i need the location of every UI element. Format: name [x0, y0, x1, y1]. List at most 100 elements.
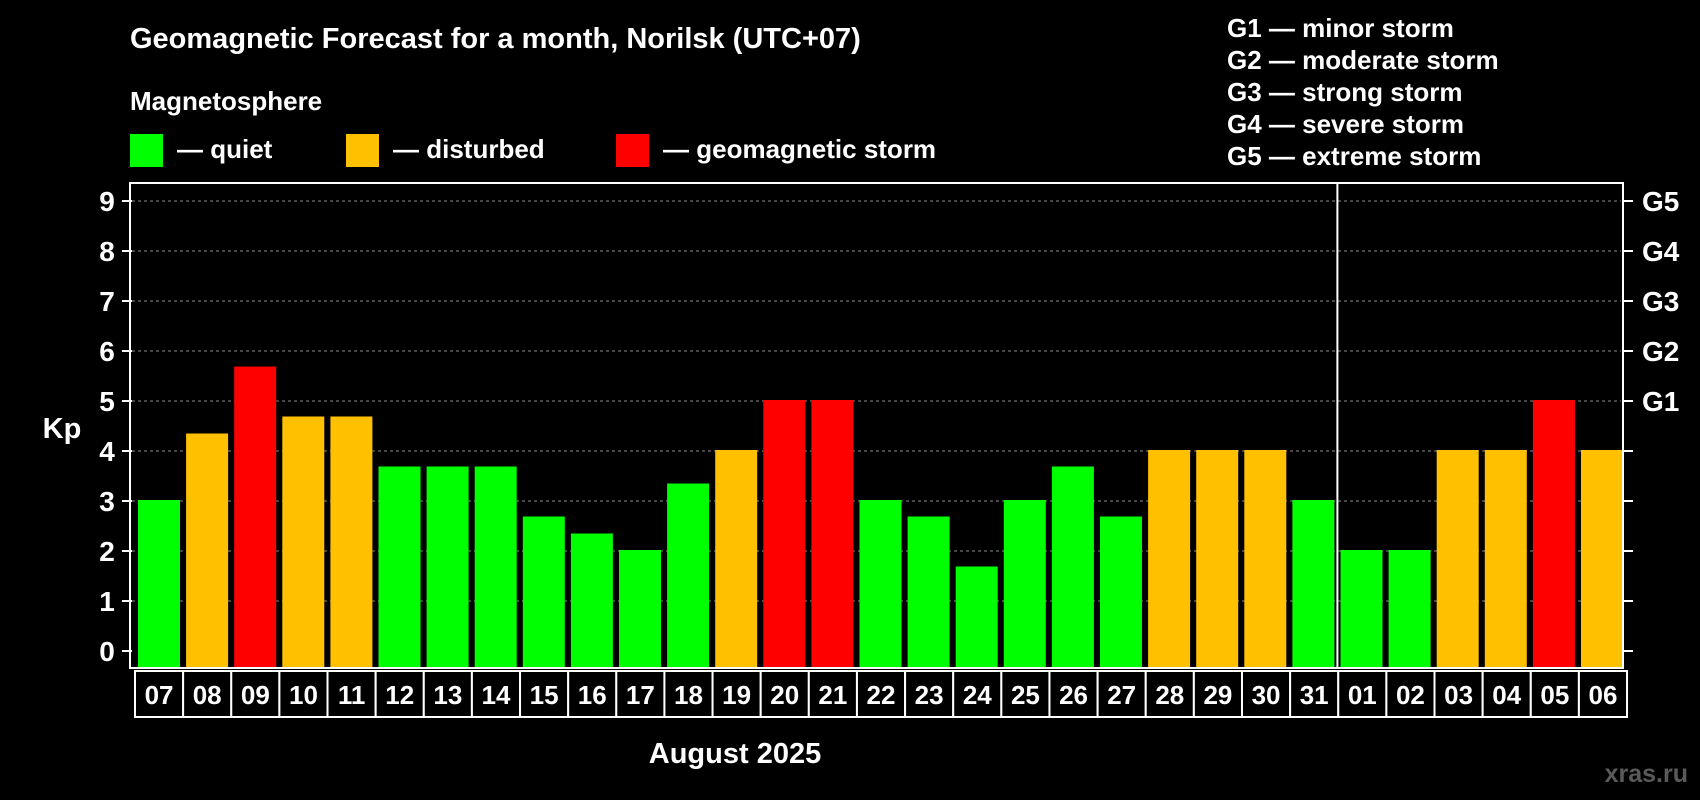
y-axis: 0 1 2 3 4 5 6 7 8 9: [99, 186, 132, 667]
y-tick-label: 1: [99, 586, 115, 617]
x-category-cell: [711, 670, 762, 718]
x-category-cell: [134, 670, 185, 718]
storm-level-label: G4: [1642, 236, 1680, 267]
y-tick-label: 3: [99, 486, 115, 517]
bar-19: [715, 450, 758, 668]
x-category-cell: [374, 670, 425, 718]
x-category-cell: [855, 670, 907, 718]
x-tick-label: 22: [867, 680, 896, 710]
x-category-cell: [807, 670, 858, 718]
bar-05: [1532, 400, 1575, 668]
watermark: xras.ru: [1605, 760, 1688, 788]
storm-level-label: G5: [1642, 186, 1679, 217]
y-tick-label: 6: [99, 336, 115, 367]
bar-15: [522, 516, 565, 668]
bar-09: [234, 366, 277, 668]
bar-18: [667, 483, 710, 668]
bar-22: [859, 500, 902, 668]
x-category-cell: [1240, 670, 1292, 718]
x-tick-label: 25: [1011, 680, 1040, 710]
x-tick-label: 30: [1252, 680, 1281, 710]
y-tick-label: 2: [99, 536, 115, 567]
storm-scale-item: G4 — severe storm: [1227, 109, 1464, 139]
x-tick-label: 01: [1348, 680, 1377, 710]
x-axis-label: August 2025: [649, 738, 821, 770]
x-tick-label: 06: [1589, 680, 1618, 710]
x-tick-label: 26: [1059, 680, 1088, 710]
y-tick-label: 9: [99, 186, 115, 217]
bar-27: [1100, 516, 1142, 668]
x-tick-label: 23: [915, 680, 944, 710]
x-tick-label: 14: [482, 680, 511, 710]
y-tick-label: 4: [99, 436, 115, 467]
bar-21: [811, 400, 854, 668]
x-category-cell: [904, 670, 955, 718]
x-tick-label: 29: [1203, 680, 1232, 710]
x-category-cell: [1048, 670, 1099, 718]
bar-02: [1388, 550, 1431, 668]
bar-17: [619, 550, 661, 668]
bar-07: [138, 500, 180, 668]
legend-label-storm: — geomagnetic storm: [663, 134, 936, 164]
x-tick-label: 04: [1492, 680, 1521, 710]
x-tick-label: 16: [578, 680, 607, 710]
x-category-cell: [1144, 670, 1195, 718]
x-tick-label: 07: [145, 680, 174, 710]
storm-scale-item: G5 — extreme storm: [1227, 141, 1481, 171]
bar-23: [907, 516, 950, 668]
y-tick-label: 7: [99, 286, 115, 317]
bar-13: [426, 466, 469, 668]
x-tick-label: 11: [338, 680, 366, 710]
x-tick-label: 28: [1155, 680, 1184, 710]
x-tick-label: 09: [241, 680, 270, 710]
y-tick-label: 8: [99, 236, 115, 267]
y-tick-label: 5: [99, 386, 115, 417]
x-tick-label: 17: [626, 680, 655, 710]
bar-24: [955, 566, 998, 668]
x-category-cell: [1433, 670, 1484, 718]
storm-scale-item: G1 — minor storm: [1227, 13, 1454, 43]
x-tick-label: 10: [289, 680, 318, 710]
bar-06: [1581, 450, 1623, 668]
x-tick-label: 13: [433, 680, 462, 710]
x-tick-label: 24: [963, 680, 992, 710]
x-tick-label: 27: [1107, 680, 1136, 710]
x-category-cell: [1529, 670, 1580, 718]
x-tick-label: 02: [1396, 680, 1425, 710]
x-category-cell: [1337, 670, 1388, 718]
bar-03: [1436, 450, 1479, 668]
bar-26: [1051, 466, 1094, 668]
bar-12: [378, 466, 421, 668]
y-tick-label: 0: [99, 636, 115, 667]
x-category-cell: [1289, 670, 1340, 718]
bar-04: [1484, 450, 1527, 668]
bars: [138, 366, 1623, 668]
legend-swatch-quiet: [130, 134, 163, 167]
storm-scale-item: G3 — strong storm: [1227, 77, 1462, 107]
storm-scale-item: G2 — moderate storm: [1227, 45, 1499, 75]
x-tick-label: 03: [1444, 680, 1473, 710]
bar-20: [763, 400, 806, 668]
x-tick-label: 12: [385, 680, 414, 710]
legend-label-disturbed: — disturbed: [393, 134, 545, 164]
legend-swatch-storm: [616, 134, 649, 167]
storm-level-label: G3: [1642, 286, 1679, 317]
legend-swatch-disturbed: [346, 134, 379, 167]
storm-level-label: G2: [1642, 336, 1679, 367]
x-category-cell: [519, 670, 570, 718]
plot-frame: [129, 182, 1624, 669]
bar-10: [282, 416, 325, 668]
bar-29: [1196, 450, 1239, 668]
x-tick-label: 18: [674, 680, 703, 710]
x-category-cell: [1096, 670, 1147, 718]
chart-title: Geomagnetic Forecast for a month, Norils…: [130, 23, 861, 55]
x-category-cell: [182, 670, 233, 718]
bar-08: [186, 433, 229, 668]
x-tick-label: 08: [193, 680, 222, 710]
bar-30: [1244, 450, 1287, 668]
y-axis-label: Kp: [43, 413, 82, 445]
x-category-cell: [326, 670, 377, 718]
x-tick-label: 31: [1300, 680, 1329, 710]
legend-title: Magnetosphere: [130, 86, 322, 116]
